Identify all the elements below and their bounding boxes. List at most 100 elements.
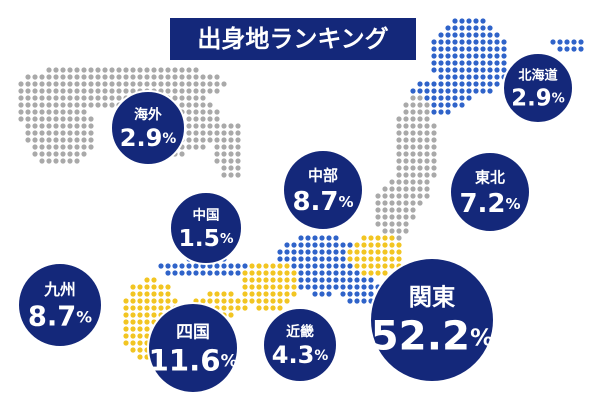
map-dot xyxy=(172,74,178,80)
map-dot xyxy=(186,95,192,101)
map-dot xyxy=(466,81,472,87)
map-dot xyxy=(228,123,234,129)
map-dot xyxy=(137,354,143,360)
map-dot xyxy=(81,151,87,157)
map-dot xyxy=(60,130,66,136)
map-dot xyxy=(18,81,24,87)
map-dot xyxy=(291,263,297,269)
map-dot xyxy=(298,235,304,241)
share-unit: % xyxy=(162,131,176,147)
map-dot xyxy=(60,158,66,164)
map-dot xyxy=(221,263,227,269)
map-dot xyxy=(102,88,108,94)
map-dot xyxy=(410,88,416,94)
map-dot xyxy=(403,102,409,108)
map-dot xyxy=(74,102,80,108)
map-dot xyxy=(81,144,87,150)
map-dot xyxy=(396,137,402,143)
map-dot xyxy=(186,144,192,150)
region-share: 2.9% xyxy=(511,85,564,111)
map-dot xyxy=(487,81,493,87)
map-dot xyxy=(228,144,234,150)
share-unit: % xyxy=(314,348,328,364)
map-dot xyxy=(214,298,220,304)
map-dot xyxy=(354,277,360,283)
map-dot xyxy=(172,81,178,87)
map-dot xyxy=(53,102,59,108)
map-dot xyxy=(305,284,311,290)
map-dot xyxy=(200,95,206,101)
map-dot xyxy=(214,130,220,136)
map-dot xyxy=(305,256,311,262)
map-dot xyxy=(557,46,563,52)
map-dot xyxy=(396,179,402,185)
map-dot xyxy=(361,242,367,248)
map-dot xyxy=(46,137,52,143)
map-dot xyxy=(144,67,150,73)
map-dot xyxy=(396,214,402,220)
map-dot xyxy=(375,249,381,255)
map-dot xyxy=(221,298,227,304)
map-dot xyxy=(130,74,136,80)
map-dot xyxy=(235,305,241,311)
map-dot xyxy=(326,284,332,290)
region-name: 北海道 xyxy=(518,66,557,83)
map-dot xyxy=(466,88,472,94)
map-dot xyxy=(298,256,304,262)
map-dot xyxy=(382,193,388,199)
map-dot xyxy=(263,298,269,304)
region-share: 8.7% xyxy=(28,301,92,332)
map-dot xyxy=(67,102,73,108)
map-dot xyxy=(53,151,59,157)
map-dot xyxy=(466,32,472,38)
map-dot xyxy=(326,256,332,262)
map-dot xyxy=(347,277,353,283)
map-dot xyxy=(186,109,192,115)
map-dot xyxy=(95,67,101,73)
map-dot xyxy=(144,298,150,304)
share-unit: % xyxy=(76,307,92,326)
map-dot xyxy=(424,109,430,115)
map-dot xyxy=(319,270,325,276)
map-dot xyxy=(137,312,143,318)
map-dot xyxy=(368,277,374,283)
map-dot xyxy=(417,81,423,87)
share-unit: % xyxy=(506,195,521,213)
map-dot xyxy=(305,242,311,248)
map-dot xyxy=(305,235,311,241)
map-dot xyxy=(53,158,59,164)
map-dot xyxy=(116,74,122,80)
map-dot xyxy=(396,130,402,136)
badge-circle xyxy=(262,307,338,383)
map-dot xyxy=(130,298,136,304)
badge-circle xyxy=(110,90,186,166)
map-dot xyxy=(263,270,269,276)
map-dot xyxy=(39,158,45,164)
map-dot xyxy=(389,242,395,248)
map-dot xyxy=(81,81,87,87)
map-dot xyxy=(158,298,164,304)
map-dot xyxy=(333,256,339,262)
map-dot xyxy=(130,340,136,346)
map-dot xyxy=(417,144,423,150)
map-dot xyxy=(361,277,367,283)
map-dot xyxy=(305,263,311,269)
title-box xyxy=(170,18,416,60)
map-dot xyxy=(193,74,199,80)
map-dot xyxy=(340,242,346,248)
map-dot xyxy=(277,298,283,304)
map-dot xyxy=(130,88,136,94)
map-dot xyxy=(53,137,59,143)
map-dot xyxy=(32,123,38,129)
map-dot xyxy=(298,284,304,290)
title: 出身地ランキング xyxy=(197,25,388,53)
region-share: 2.9% xyxy=(120,124,177,152)
map-dot xyxy=(452,53,458,59)
map-dot xyxy=(95,102,101,108)
map-dot xyxy=(39,88,45,94)
map-dot xyxy=(424,137,430,143)
map-dot xyxy=(67,151,73,157)
map-dot xyxy=(207,116,213,122)
map-dot xyxy=(459,81,465,87)
share-value: 8.7 xyxy=(292,187,338,217)
